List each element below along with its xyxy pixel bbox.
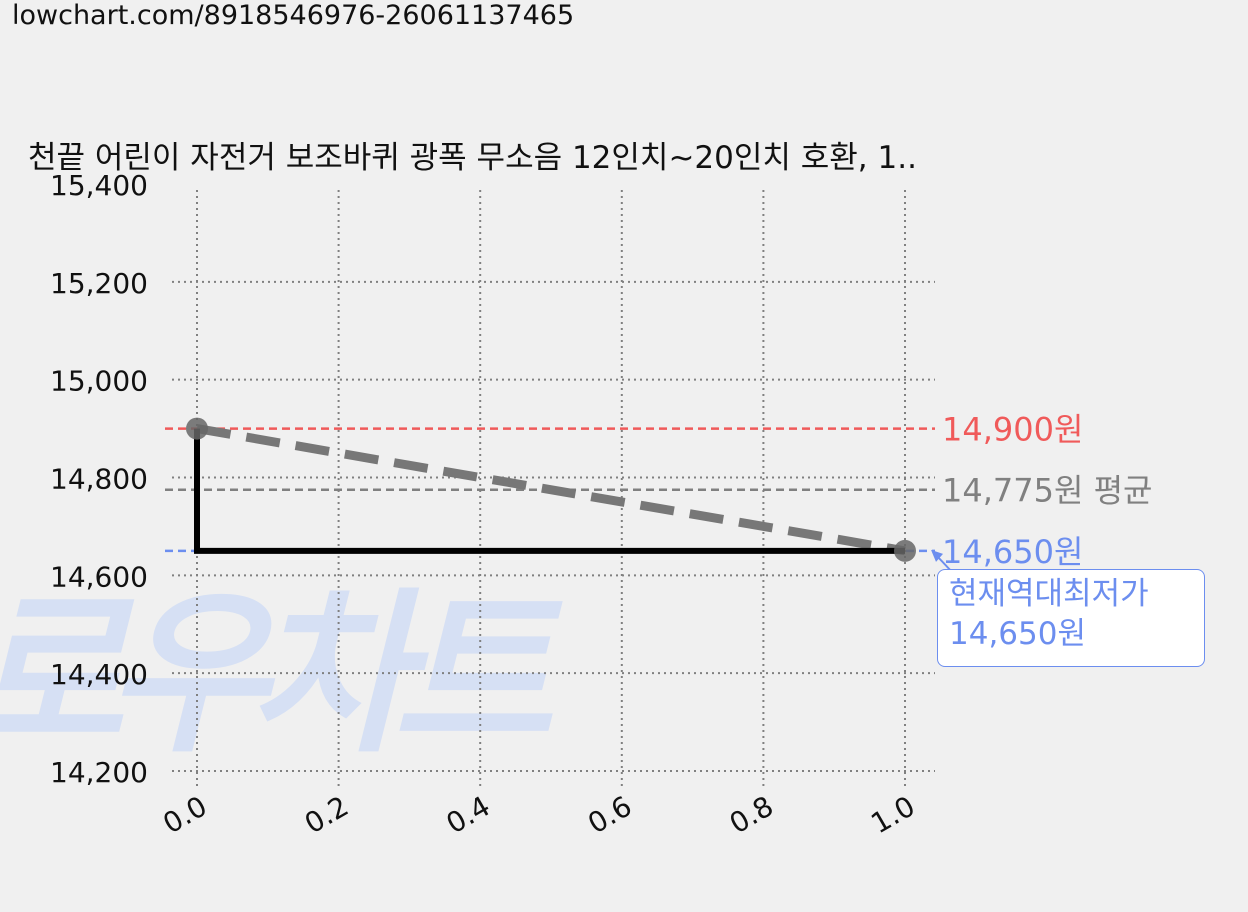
- y-tick-label: 15,000: [50, 365, 148, 398]
- y-axis-ticks: 15,400 15,200 15,000 14,800 14,600 14,400 14,2…: [50, 169, 148, 789]
- annotation-title: 현재역대최저가: [949, 576, 1149, 612]
- x-tick-label: 0.0: [157, 789, 212, 840]
- y-tick-label: 15,200: [50, 267, 148, 300]
- annotation-arrowhead: [931, 549, 943, 562]
- price-marker: [186, 417, 208, 440]
- y-tick-label: 15,400: [50, 169, 148, 202]
- y-tick-label: 14,800: [50, 463, 148, 496]
- x-tick-label: 0.6: [582, 789, 637, 840]
- y-tick-label: 14,600: [50, 560, 148, 593]
- y-tick-label: 14,400: [50, 658, 148, 691]
- reference-label: 14,900원: [942, 411, 1083, 449]
- reference-label: 14,775원 평균: [942, 472, 1152, 510]
- grid: [172, 190, 935, 786]
- x-tick-label: 0.4: [441, 789, 496, 840]
- annotation-price: 14,650원: [949, 616, 1086, 652]
- reference-labels: 14,900원 14,775원 평균 14,650원: [942, 411, 1152, 571]
- trend-line: [196, 424, 906, 556]
- x-tick-label: 0.8: [724, 789, 779, 840]
- x-tick-label: 1.0: [865, 789, 920, 840]
- reference-label: 14,650원: [942, 533, 1083, 571]
- url-text: lowchart.com/8918546976-26061137465: [12, 0, 575, 31]
- price-marker: [894, 539, 916, 562]
- series: [186, 417, 916, 562]
- y-tick-label: 14,200: [50, 756, 148, 789]
- price-line: [194, 428, 905, 554]
- x-axis-ticks: 0.0 0.2 0.4 0.6 0.8 1.0: [157, 789, 920, 840]
- x-tick-label: 0.2: [299, 789, 354, 840]
- lowest-price-annotation: 현재역대최저가 14,650원: [937, 569, 1205, 667]
- chart-title: 천끝 어린이 자전거 보조바퀴 광폭 무소음 12인치~20인치 호환, 1..: [28, 140, 917, 176]
